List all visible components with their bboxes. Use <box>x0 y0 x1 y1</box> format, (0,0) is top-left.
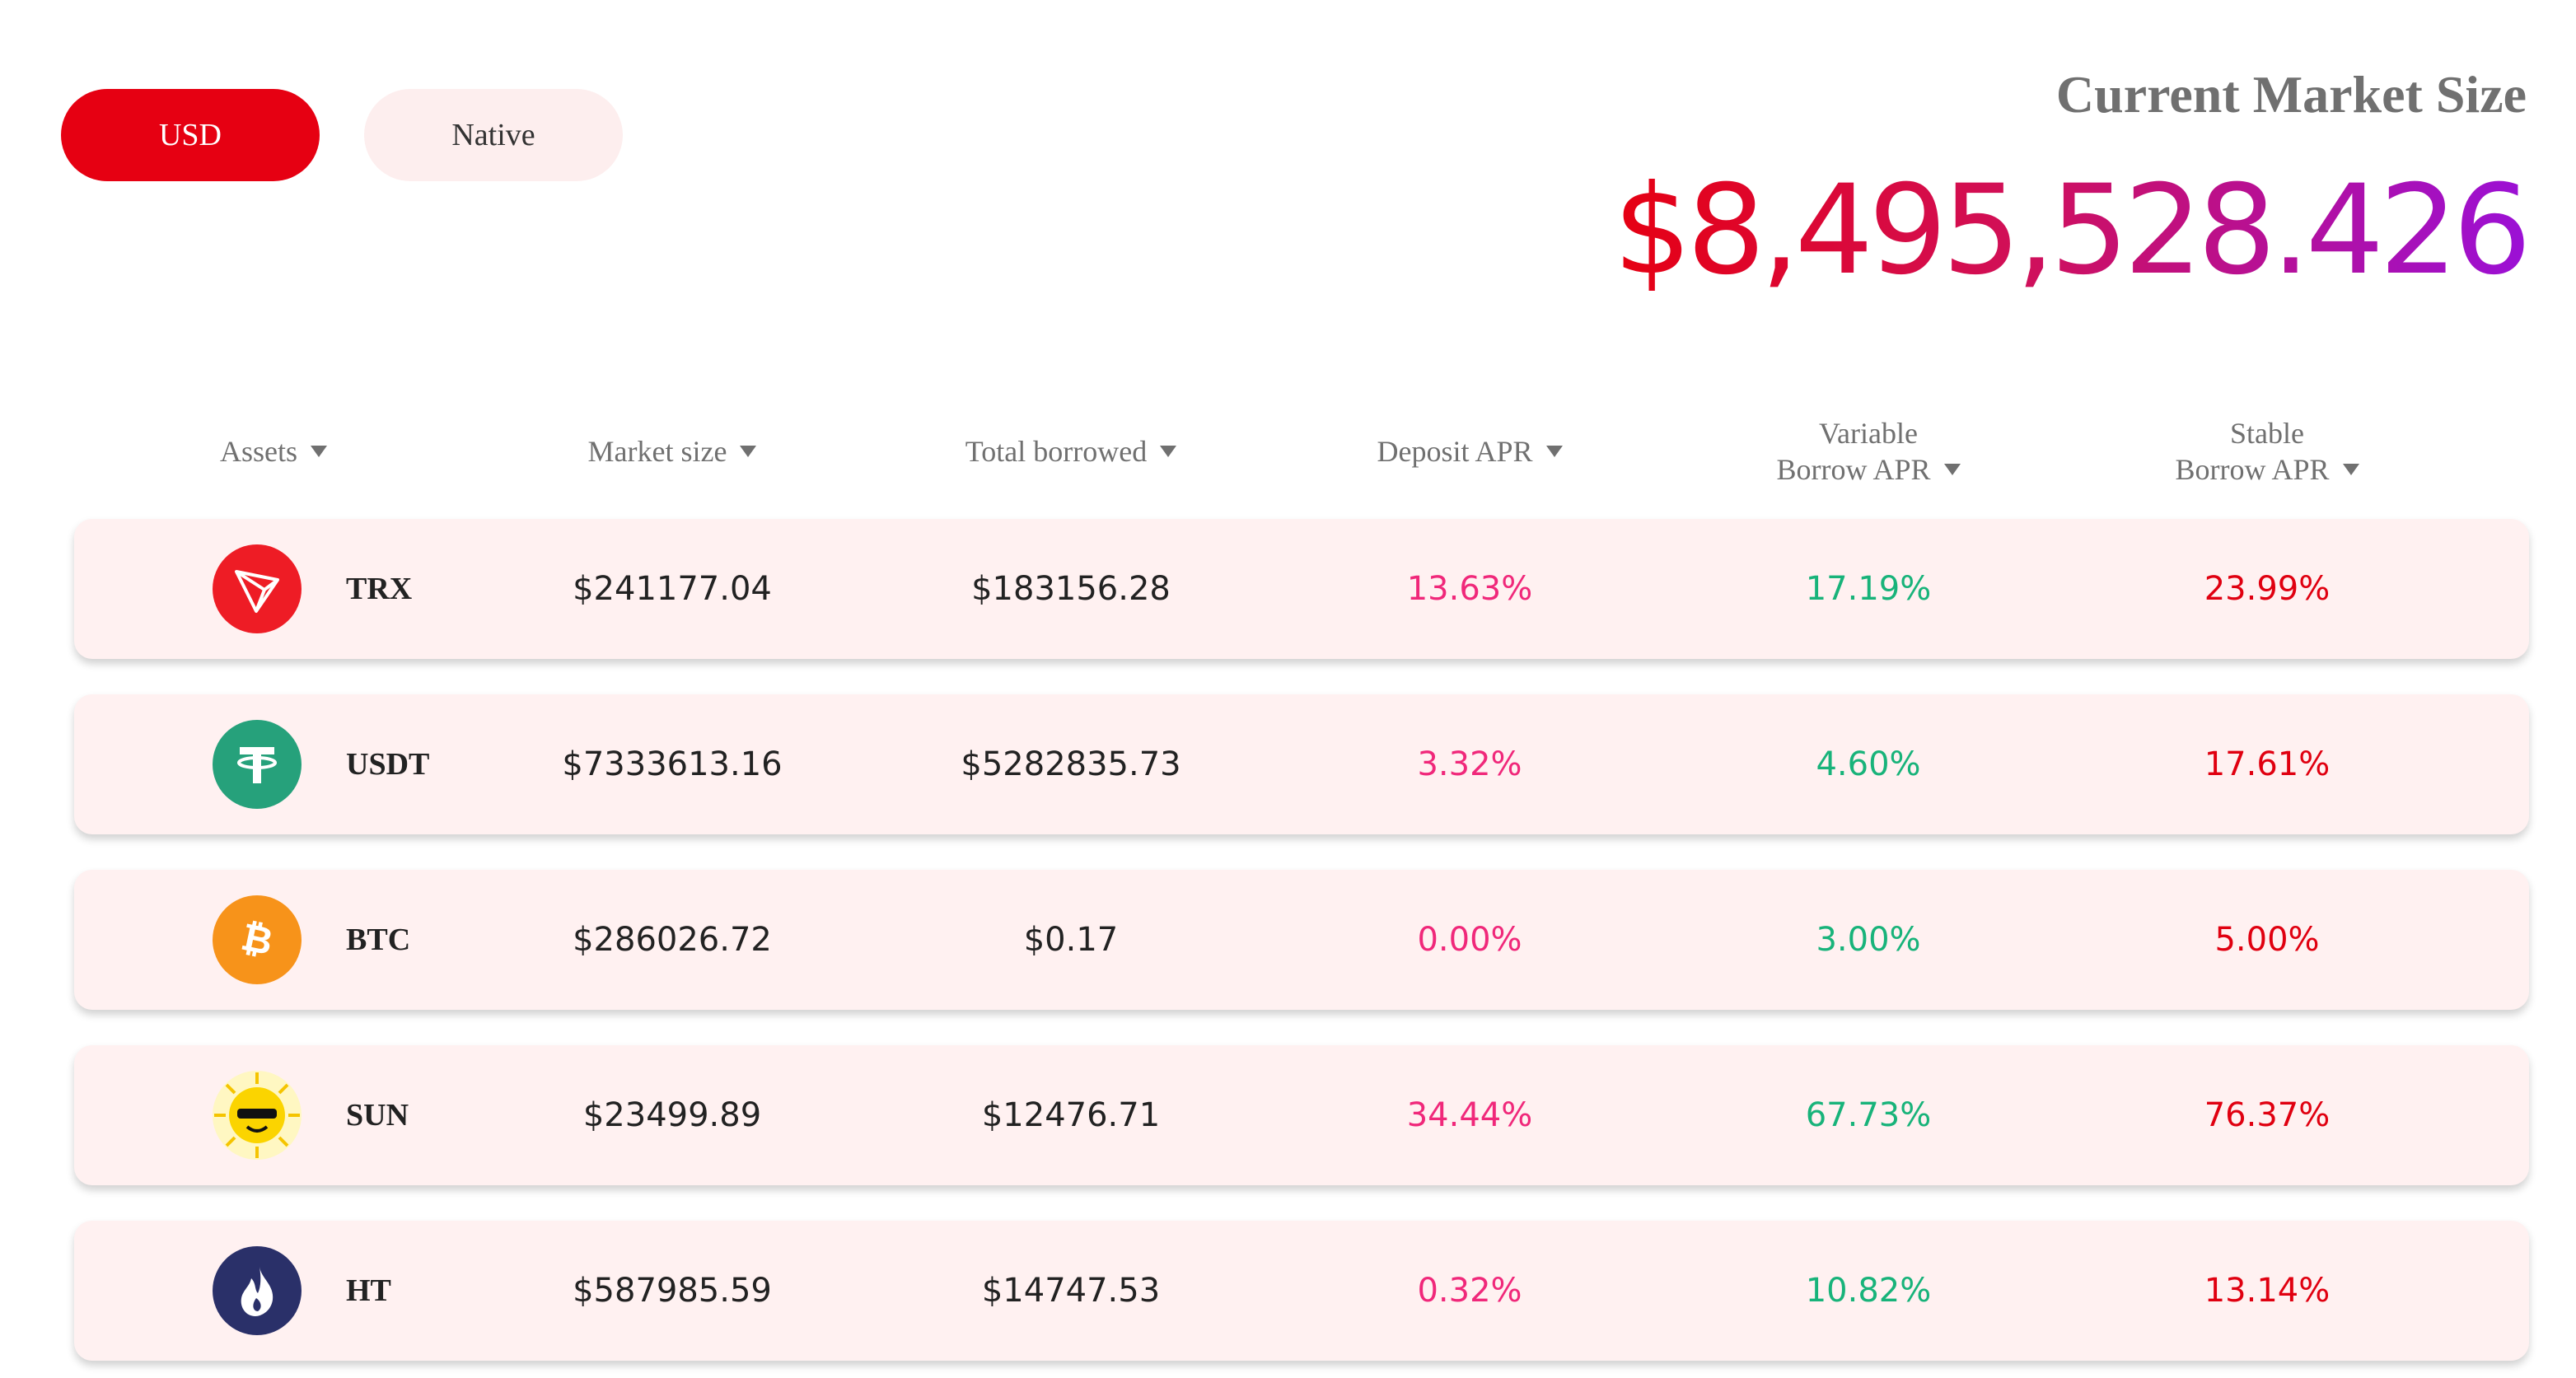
deposit-apr-cell: 34.44% <box>1406 1096 1533 1134</box>
variable-borrow-apr-cell: 4.60% <box>1816 745 1921 783</box>
variable-borrow-apr-cell: 67.73% <box>1805 1096 1932 1134</box>
sun-icon <box>213 1071 302 1160</box>
total-borrowed-cell: $12476.71 <box>981 1096 1161 1134</box>
variable-borrow-apr-cell: 3.00% <box>1816 921 1921 959</box>
deposit-apr-header-label: Deposit APR <box>1377 435 1533 468</box>
caret-down-icon <box>740 446 757 457</box>
total-borrowed-header-label: Total borrowed <box>965 435 1148 468</box>
stable-borrow-apr-cell: 13.14% <box>2204 1272 2331 1310</box>
sort-stable-borrow-apr-header[interactable]: Stable Borrow APR <box>2068 410 2466 493</box>
sort-deposit-apr-header[interactable]: Deposit APR <box>1270 410 1669 493</box>
stable-borrow-apr-cell: 23.99% <box>2204 570 2331 608</box>
caret-down-icon <box>311 446 327 457</box>
stable-header-line2: Borrow APR <box>2175 453 2330 486</box>
asset-symbol: SUN <box>346 1098 409 1133</box>
table-row[interactable]: TRX $241177.04 $183156.28 13.63% 17.19% … <box>74 519 2529 659</box>
table-row[interactable]: SUN $23499.89 $12476.71 34.44% 67.73% 76… <box>74 1045 2529 1185</box>
asset-symbol: HT <box>346 1273 391 1308</box>
market-size-value: $8,495,528.426 <box>1613 159 2532 302</box>
deposit-apr-cell: 3.32% <box>1417 745 1522 783</box>
btc-icon: ₿ <box>213 895 302 984</box>
asset-cell: HT <box>74 1221 473 1361</box>
total-borrowed-cell: $14747.53 <box>981 1272 1161 1310</box>
assets-header-label: Assets <box>219 435 297 468</box>
usd-toggle-button[interactable]: USD <box>61 89 320 181</box>
sort-market-size-header[interactable]: Market size <box>473 410 872 493</box>
deposit-apr-cell: 13.63% <box>1406 570 1533 608</box>
asset-symbol: BTC <box>346 923 411 957</box>
usdt-icon <box>213 720 302 809</box>
caret-down-icon <box>1545 446 1563 457</box>
stable-borrow-apr-cell: 76.37% <box>2204 1096 2331 1134</box>
total-borrowed-cell: $0.17 <box>1023 921 1119 959</box>
asset-cell: ₿ BTC <box>74 870 473 1010</box>
caret-down-icon <box>2342 464 2359 475</box>
svg-text:₿: ₿ <box>237 914 277 965</box>
asset-symbol: TRX <box>346 572 413 606</box>
asset-cell: TRX <box>74 519 473 659</box>
caret-down-icon <box>1160 446 1177 457</box>
ht-icon <box>213 1246 302 1335</box>
market-size-header-label: Market size <box>587 435 727 468</box>
deposit-apr-cell: 0.00% <box>1417 921 1522 959</box>
market-size-cell: $286026.72 <box>573 921 772 959</box>
total-borrowed-cell: $5282835.73 <box>961 745 1181 783</box>
sort-assets-header[interactable]: Assets <box>74 410 473 493</box>
stable-header-line1: Stable <box>2230 417 2304 450</box>
variable-borrow-apr-cell: 17.19% <box>1805 570 1932 608</box>
market-size-cell: $241177.04 <box>573 570 772 608</box>
sort-variable-borrow-apr-header[interactable]: Variable Borrow APR <box>1669 410 2068 493</box>
market-size-cell: $23499.89 <box>582 1096 762 1134</box>
stable-borrow-apr-cell: 5.00% <box>2214 921 2320 959</box>
variable-header-line2: Borrow APR <box>1776 453 1931 486</box>
market-size-cell: $7333613.16 <box>562 745 783 783</box>
table-header: Assets Market size Total borrowed Deposi… <box>74 410 2529 493</box>
market-size-title: Current Market Size <box>2055 65 2527 124</box>
total-borrowed-cell: $183156.28 <box>971 570 1171 608</box>
native-toggle-button[interactable]: Native <box>364 89 623 181</box>
market-size-cell: $587985.59 <box>573 1272 772 1310</box>
deposit-apr-cell: 0.32% <box>1417 1272 1522 1310</box>
asset-cell: USDT <box>74 694 473 834</box>
variable-borrow-apr-cell: 10.82% <box>1805 1272 1932 1310</box>
table-row[interactable]: ₿ BTC $286026.72 $0.17 0.00% 3.00% 5.00% <box>74 870 2529 1010</box>
stable-borrow-apr-cell: 17.61% <box>2204 745 2331 783</box>
sort-total-borrowed-header[interactable]: Total borrowed <box>872 410 1270 493</box>
trx-icon <box>213 544 302 633</box>
table-row[interactable]: HT $587985.59 $14747.53 0.32% 10.82% 13.… <box>74 1221 2529 1361</box>
table-row[interactable]: USDT $7333613.16 $5282835.73 3.32% 4.60%… <box>74 694 2529 834</box>
caret-down-icon <box>1943 464 1961 475</box>
variable-header-line1: Variable <box>1819 417 1918 450</box>
asset-symbol: USDT <box>346 747 430 782</box>
asset-cell: SUN <box>74 1045 473 1185</box>
asset-table: TRX $241177.04 $183156.28 13.63% 17.19% … <box>74 519 2529 1378</box>
